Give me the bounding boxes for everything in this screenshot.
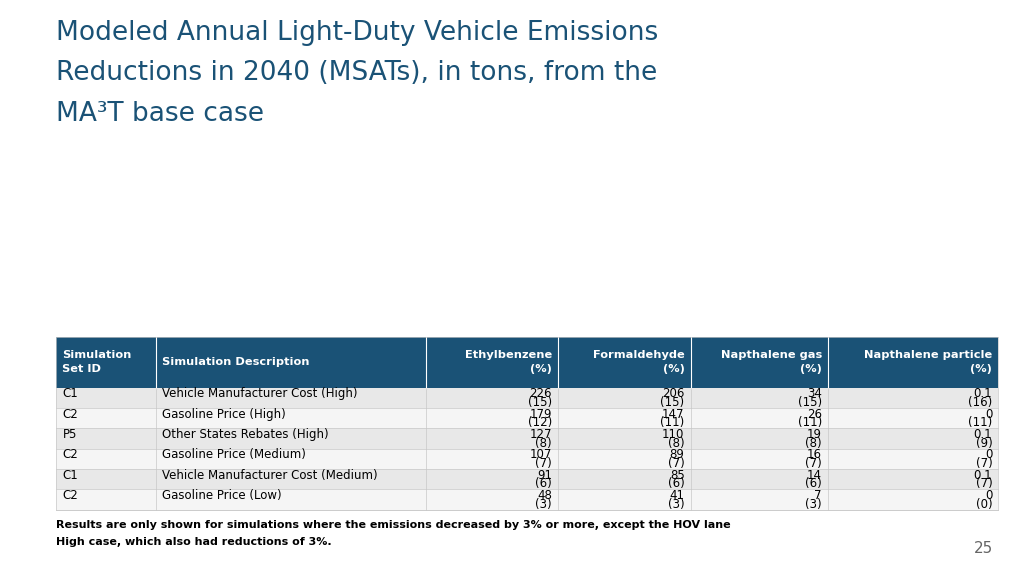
Text: Modeled Annual Light-Duty Vehicle Emissions: Modeled Annual Light-Duty Vehicle Emissi… [56,20,658,46]
Bar [56,449,998,469]
Text: Gasoline Price (Low): Gasoline Price (Low) [162,489,282,502]
Text: (12): (12) [527,416,552,429]
Bar [56,388,998,408]
Text: Napthalene particle: Napthalene particle [864,350,992,360]
Text: 110: 110 [663,428,684,441]
Text: (%): (%) [800,365,822,374]
Text: (8): (8) [536,437,552,449]
Text: Vehicle Manufacturer Cost (Medium): Vehicle Manufacturer Cost (Medium) [162,469,378,482]
Text: (7): (7) [976,477,992,490]
Text: 26: 26 [807,408,822,420]
Text: 19: 19 [807,428,822,441]
Text: 41: 41 [670,489,684,502]
Text: 25: 25 [974,541,993,556]
Text: Napthalene gas: Napthalene gas [721,350,822,360]
Text: 226: 226 [529,387,552,400]
Text: 16: 16 [807,448,822,461]
Text: (15): (15) [660,396,684,409]
Text: Gasoline Price (Medium): Gasoline Price (Medium) [162,448,306,461]
Text: Reductions in 2040 (MSATs), in tons, from the: Reductions in 2040 (MSATs), in tons, fro… [56,60,657,86]
Text: (8): (8) [668,437,684,449]
Text: 91: 91 [537,469,552,482]
Text: 179: 179 [529,408,552,420]
Text: Simulation: Simulation [62,350,132,360]
Text: C2: C2 [62,408,78,420]
Text: 89: 89 [670,448,684,461]
Text: (8): (8) [805,437,822,449]
Text: MA³T base case: MA³T base case [56,101,264,127]
Text: 14: 14 [807,469,822,482]
Text: (11): (11) [660,416,684,429]
Text: (11): (11) [968,416,992,429]
Text: (15): (15) [798,396,822,409]
Text: Set ID: Set ID [62,365,101,374]
Bar [56,337,998,388]
Text: 0: 0 [985,489,992,502]
Bar [56,408,998,429]
Bar [56,469,998,490]
Text: (7): (7) [536,457,552,470]
Text: C2: C2 [62,448,78,461]
Bar [56,429,998,449]
Text: Results are only shown for simulations where the emissions decreased by 3% or mo: Results are only shown for simulations w… [56,520,731,529]
Text: 107: 107 [529,448,552,461]
Text: (6): (6) [805,477,822,490]
Text: (11): (11) [798,416,822,429]
Text: (9): (9) [976,437,992,449]
Text: Ethylbenzene: Ethylbenzene [465,350,552,360]
Text: 0.1: 0.1 [974,387,992,400]
Text: (3): (3) [805,498,822,510]
Text: Simulation Description: Simulation Description [162,357,309,367]
Text: 7: 7 [814,489,822,502]
Text: 0: 0 [985,448,992,461]
Text: (7): (7) [976,457,992,470]
Text: 85: 85 [670,469,684,482]
Text: Formaldehyde: Formaldehyde [593,350,684,360]
Text: (6): (6) [536,477,552,490]
Text: (0): (0) [976,498,992,510]
Text: 206: 206 [663,387,684,400]
Text: (3): (3) [668,498,684,510]
Text: (7): (7) [668,457,684,470]
Text: (7): (7) [805,457,822,470]
Text: (15): (15) [527,396,552,409]
Text: 48: 48 [538,489,552,502]
Text: (6): (6) [668,477,684,490]
Text: High case, which also had reductions of 3%.: High case, which also had reductions of … [56,537,332,547]
Text: (%): (%) [663,365,684,374]
Text: P5: P5 [62,428,77,441]
Text: (16): (16) [968,396,992,409]
Text: Gasoline Price (High): Gasoline Price (High) [162,408,286,420]
Text: Other States Rebates (High): Other States Rebates (High) [162,428,329,441]
Text: C1: C1 [62,387,78,400]
Text: 0.1: 0.1 [974,428,992,441]
Text: C1: C1 [62,469,78,482]
Text: 0: 0 [985,408,992,420]
Text: 0.1: 0.1 [974,469,992,482]
Text: 147: 147 [663,408,684,420]
Text: 127: 127 [529,428,552,441]
Text: Vehicle Manufacturer Cost (High): Vehicle Manufacturer Cost (High) [162,387,357,400]
Bar [56,490,998,510]
Text: (3): (3) [536,498,552,510]
Text: (%): (%) [530,365,552,374]
Text: (%): (%) [971,365,992,374]
Text: C2: C2 [62,489,78,502]
Text: 34: 34 [807,387,822,400]
